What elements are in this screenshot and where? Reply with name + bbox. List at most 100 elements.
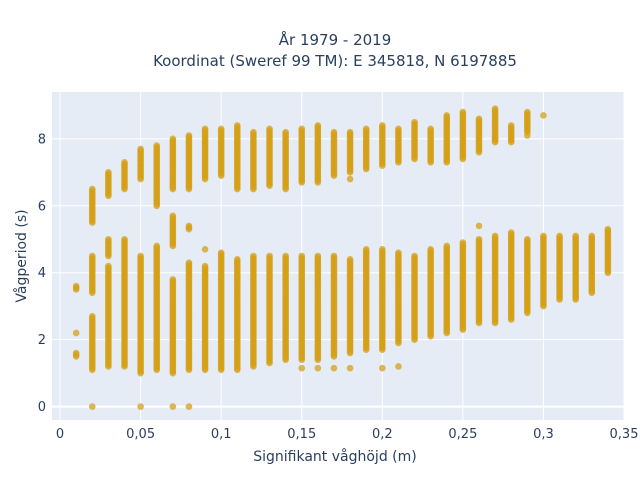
data-point — [137, 403, 144, 410]
y-axis-label: Vågperiod (s) — [13, 209, 30, 302]
data-point — [395, 125, 402, 133]
x-tick-label: 0 — [56, 427, 64, 442]
chart-subtitle: Koordinat (Sweref 99 TM): E 345818, N 61… — [153, 52, 517, 70]
data-point — [185, 259, 193, 266]
data-point — [72, 329, 80, 337]
x-axis-label: Signifikant våghöjd (m) — [253, 448, 416, 465]
data-point — [475, 115, 483, 123]
x-tick-label: 0,2 — [372, 427, 393, 442]
data-point — [105, 235, 112, 243]
data-point — [346, 364, 354, 372]
data-point — [121, 158, 128, 166]
data-point — [137, 145, 144, 153]
data-point — [88, 185, 96, 193]
chart-title: År 1979 - 2019 — [279, 30, 392, 49]
data-point — [298, 364, 306, 372]
data-point — [201, 262, 209, 270]
data-point — [362, 125, 370, 133]
data-point — [395, 363, 402, 370]
data-point — [491, 135, 499, 143]
data-point — [475, 235, 483, 243]
data-point — [379, 122, 386, 129]
data-point — [88, 403, 96, 410]
data-point — [330, 364, 338, 372]
data-point — [314, 364, 322, 372]
x-tick-labels: 0 0,05 0,1 0,15 0,2 0,25 0,3 0,35 — [56, 427, 639, 442]
data-point — [507, 229, 515, 236]
data-point — [314, 122, 322, 129]
data-point — [604, 225, 612, 233]
data-point — [330, 128, 338, 136]
data-point — [459, 239, 467, 246]
x-tick-label: 0,05 — [126, 427, 155, 442]
data-point — [282, 252, 289, 260]
data-point — [282, 128, 289, 136]
data-point — [185, 132, 193, 139]
data-point — [153, 242, 161, 250]
data-point — [201, 125, 209, 133]
data-point — [524, 132, 531, 139]
data-point — [411, 118, 418, 126]
y-tick-label: 8 — [38, 132, 46, 147]
data-point — [475, 222, 483, 230]
y-tick-label: 2 — [38, 333, 46, 348]
data-points — [72, 105, 612, 410]
data-point — [330, 252, 338, 260]
data-point — [266, 125, 273, 133]
data-point — [250, 128, 257, 136]
data-point — [443, 242, 451, 250]
data-point — [217, 249, 225, 256]
data-point — [233, 122, 241, 129]
data-point — [201, 246, 209, 253]
data-point — [169, 135, 177, 143]
data-point — [105, 169, 112, 176]
data-point — [185, 222, 193, 230]
data-point — [88, 312, 96, 320]
data-point — [507, 122, 515, 129]
x-tick-label: 0,1 — [211, 427, 232, 442]
data-point — [266, 252, 273, 260]
data-point — [298, 125, 306, 133]
data-point — [491, 105, 499, 113]
data-point — [169, 212, 177, 220]
data-point — [491, 232, 499, 240]
data-point — [379, 364, 386, 372]
data-point — [443, 112, 451, 119]
data-point — [88, 252, 96, 260]
y-tick-label: 6 — [38, 199, 46, 214]
y-tick-label: 4 — [38, 266, 46, 281]
x-tick-label: 0,3 — [533, 427, 554, 442]
data-point — [233, 256, 241, 263]
data-point — [540, 112, 547, 119]
data-point — [185, 403, 193, 410]
data-point — [427, 246, 434, 253]
data-point — [121, 235, 128, 243]
data-point — [395, 249, 402, 256]
y-tick-label: 0 — [38, 400, 46, 415]
data-point — [524, 235, 531, 243]
data-point — [411, 252, 418, 260]
data-point — [217, 125, 225, 133]
data-point — [524, 108, 531, 116]
data-point — [427, 125, 434, 133]
data-point — [169, 403, 177, 410]
x-tick-label: 0,25 — [448, 427, 477, 442]
data-point — [459, 108, 467, 116]
data-point — [540, 232, 547, 240]
y-tick-labels: 0 2 4 6 8 — [38, 132, 46, 415]
data-point — [105, 262, 112, 270]
x-tick-label: 0,35 — [610, 427, 639, 442]
data-point — [250, 252, 257, 260]
data-point — [346, 128, 354, 136]
data-point — [556, 232, 563, 240]
data-point — [72, 282, 80, 290]
data-point — [379, 246, 386, 253]
data-point — [588, 232, 596, 240]
data-point — [153, 142, 161, 149]
data-point — [346, 175, 354, 183]
data-point — [169, 276, 177, 283]
data-point — [72, 349, 80, 357]
data-point — [572, 232, 579, 240]
data-point — [137, 252, 144, 260]
